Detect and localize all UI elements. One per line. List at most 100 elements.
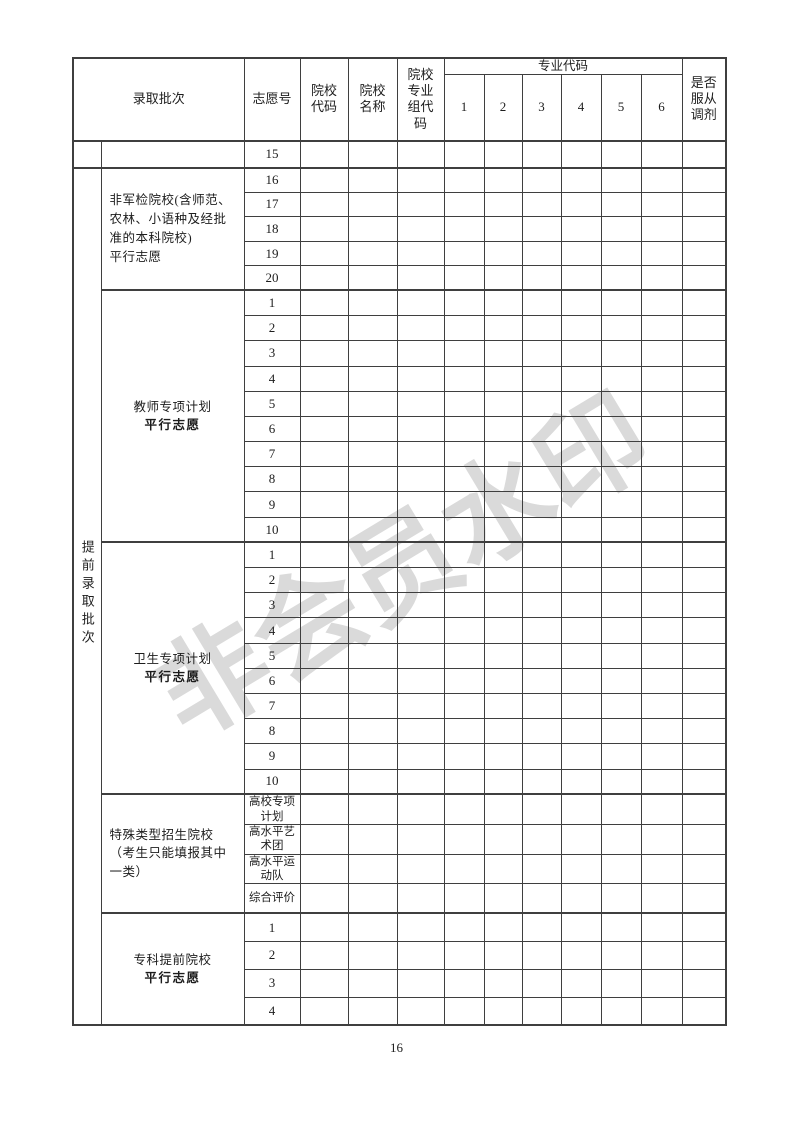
college-code-cell: [299, 853, 349, 885]
major-6-cell: [640, 216, 683, 242]
major-3-cell: [521, 912, 562, 942]
college-name-cell: [347, 365, 398, 392]
major-4-cell: [560, 516, 602, 543]
table-row: 4: [73, 996, 727, 1026]
group-code-cell: [396, 441, 445, 468]
volunteer-no-cell: 高校专项计划: [243, 793, 301, 825]
college-code-cell: [299, 823, 349, 855]
college-name-cell: [347, 996, 398, 1026]
obey-adjustment-cell: [681, 191, 727, 218]
major-4-cell: [560, 718, 602, 745]
major-5-cell: [600, 718, 642, 745]
table-row: 7: [73, 441, 727, 468]
obey-adjustment-cell: [681, 968, 727, 998]
major-2-cell: [483, 642, 523, 669]
obey-adjustment-cell: [681, 415, 727, 443]
college-name-cell: [347, 315, 398, 342]
major-6-cell: [640, 940, 683, 970]
volunteer-no-cell: 4: [243, 365, 301, 392]
major-6-cell: [640, 853, 683, 885]
major-6-cell: [640, 617, 683, 644]
major-6-cell: [640, 289, 683, 317]
major-1-cell: [443, 541, 485, 569]
group-code-cell: [396, 166, 445, 193]
major-2-cell: [483, 441, 523, 468]
header-batch: 录取批次: [72, 57, 245, 141]
college-code-cell: [299, 466, 349, 493]
obey-adjustment-cell: [681, 441, 727, 468]
table-row: 提前录取批次 非军检院校(含师范、农林、小语种及经批准的本科院校) 平行志愿 16: [72, 166, 727, 1026]
volunteer-no-cell: 3: [243, 968, 301, 998]
major-5-cell: [600, 692, 642, 720]
major-5-cell: [600, 166, 642, 193]
group-code-cell: [396, 617, 445, 644]
major-5-cell: [600, 793, 642, 825]
group-code-cell: [396, 718, 445, 745]
major-2-cell: [483, 883, 523, 914]
college-code-cell: [299, 642, 349, 669]
major-2-cell: [483, 216, 523, 242]
major-1-cell: [443, 940, 485, 970]
header-college-name: 院校 名称: [347, 57, 398, 141]
major-6-cell: [640, 191, 683, 218]
major-6-cell: [640, 968, 683, 998]
major-6-cell: [640, 823, 683, 855]
major-5-cell: [600, 265, 642, 291]
volunteer-no-cell: 高水平运动队: [243, 853, 301, 885]
obey-adjustment-cell: [681, 567, 727, 594]
college-code-cell: [299, 768, 349, 795]
obey-adjustment-cell: [681, 340, 727, 367]
major-2-cell: [483, 768, 523, 795]
header-row-top: 录取批次 志愿号 院校 代码 院校 名称 院校 专业 组代 码 专业代码 是否 …: [72, 57, 727, 141]
college-name-cell: [347, 466, 398, 493]
college-name-cell: [347, 516, 398, 543]
major-1-cell: [443, 592, 485, 619]
major-6-cell: [640, 642, 683, 669]
major-4-cell: [560, 216, 602, 242]
volunteer-no-cell: 20: [243, 265, 301, 291]
obey-adjustment-cell: [681, 315, 727, 342]
volunteer-no-cell: 6: [243, 667, 301, 694]
college-code-cell: [299, 441, 349, 468]
group-code-cell: [396, 853, 445, 885]
major-4-cell: [560, 968, 602, 998]
table-row: 2: [73, 940, 727, 970]
major-6-cell: [640, 240, 683, 267]
major-4-cell: [560, 315, 602, 342]
table-row: 综合评价: [73, 883, 727, 914]
major-5-cell: [600, 139, 642, 168]
college-name-cell: [347, 853, 398, 885]
obey-adjustment-cell: [681, 912, 727, 942]
major-4-cell: [560, 912, 602, 942]
major-5-cell: [600, 441, 642, 468]
major-5-cell: [600, 415, 642, 443]
group-code-cell: [396, 216, 445, 242]
volunteer-no-cell: 2: [243, 315, 301, 342]
major-3-cell: [521, 415, 562, 443]
major-2-cell: [483, 617, 523, 644]
major-4-cell: [560, 289, 602, 317]
group-code-cell: [396, 996, 445, 1026]
major-1-cell: [443, 491, 485, 518]
header-major-code: 专业代码: [443, 57, 683, 75]
major-6-cell: [640, 340, 683, 367]
college-code-cell: [299, 516, 349, 543]
group-code-cell: [396, 240, 445, 267]
table-row: 教师专项计划 平行志愿 1: [73, 289, 727, 543]
major-5-cell: [600, 996, 642, 1026]
major-2-cell: [483, 365, 523, 392]
side-cell-empty: [72, 139, 102, 168]
major-2-cell: [483, 567, 523, 594]
college-code-cell: [299, 315, 349, 342]
table-row: 15: [72, 139, 727, 168]
college-name-cell: [347, 265, 398, 291]
major-2-cell: [483, 415, 523, 443]
volunteer-no-cell: 15: [243, 139, 301, 168]
header-group-code: 院校 专业 组代 码: [396, 57, 445, 141]
major-5-cell: [600, 315, 642, 342]
major-2-cell: [483, 491, 523, 518]
volunteer-no-cell: 19: [243, 240, 301, 267]
major-1-cell: [443, 466, 485, 493]
college-code-cell: [299, 415, 349, 443]
table-row: 3: [73, 592, 727, 619]
